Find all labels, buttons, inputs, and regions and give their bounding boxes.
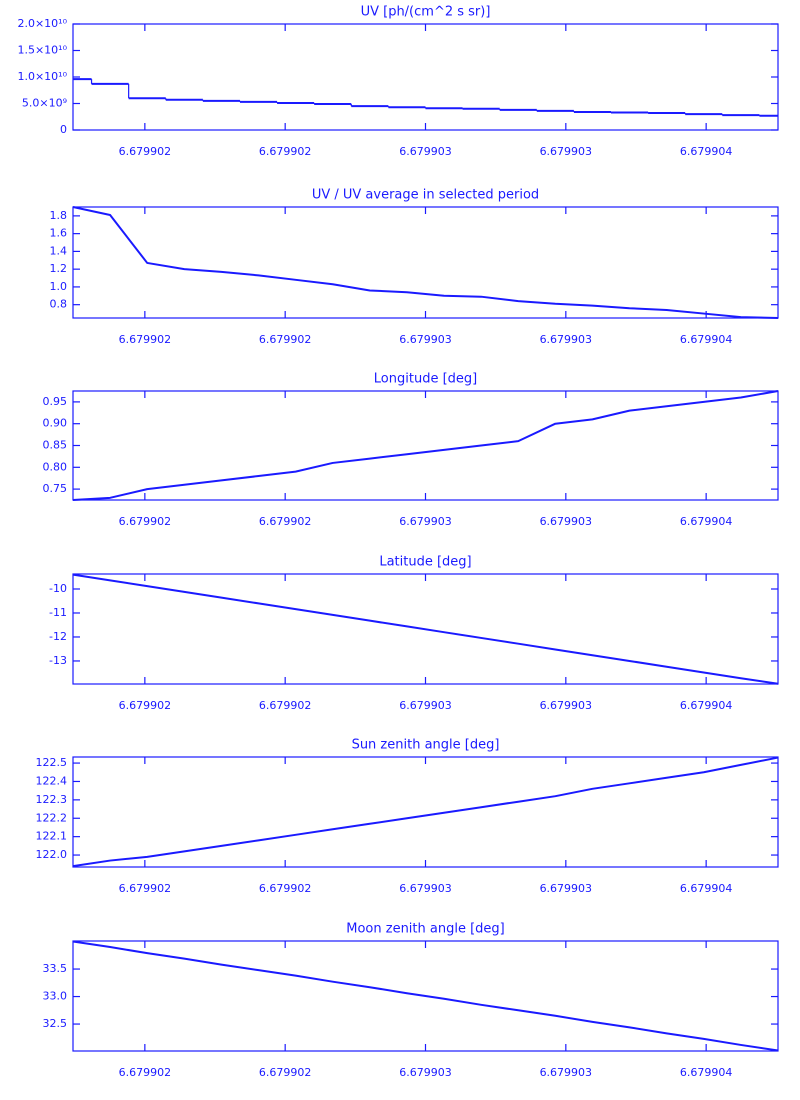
y-tick-label: 0.75 xyxy=(43,482,68,495)
y-tick-label: 33.5 xyxy=(43,962,68,975)
y-tick-label: 0.8 xyxy=(50,298,68,311)
y-tick-label: 1.2 xyxy=(50,262,68,275)
y-tick-label: 2.0×10¹⁰ xyxy=(17,17,67,30)
x-tick-label: 6.679904 xyxy=(680,882,733,895)
x-tick-label: 6.679903 xyxy=(399,145,452,158)
data-line xyxy=(72,940,779,1052)
x-tick-label: 6.679903 xyxy=(399,882,452,895)
x-tick-label: 6.679902 xyxy=(119,145,172,158)
y-tick-label: 1.4 xyxy=(50,244,68,257)
x-tick-label: 6.679903 xyxy=(540,882,593,895)
y-tick-label: 122.2 xyxy=(36,811,68,824)
x-tick-label: 6.679902 xyxy=(259,333,312,346)
y-tick-label: -13 xyxy=(49,654,67,667)
x-tick-label: 6.679903 xyxy=(399,515,452,528)
y-tick-label: 5.0×10⁹ xyxy=(22,97,67,110)
y-tick-label: 1.5×10¹⁰ xyxy=(17,44,67,57)
y-tick-label: 122.1 xyxy=(36,830,68,843)
x-tick-label: 6.679904 xyxy=(680,1066,733,1079)
chart-title: UV [ph/(cm^2 s sr)] xyxy=(361,5,491,20)
data-line xyxy=(72,390,779,501)
y-tick-label: 0.85 xyxy=(43,439,68,452)
chart-title: Sun zenith angle [deg] xyxy=(352,738,500,753)
x-tick-label: 6.679903 xyxy=(540,515,593,528)
x-tick-label: 6.679902 xyxy=(259,699,312,712)
x-tick-label: 6.679904 xyxy=(680,699,733,712)
x-tick-label: 6.679902 xyxy=(259,1066,312,1079)
x-tick-label: 6.679902 xyxy=(119,1066,172,1079)
x-tick-label: 6.679904 xyxy=(680,515,733,528)
y-tick-label: -10 xyxy=(49,582,67,595)
y-tick-label: 1.0×10¹⁰ xyxy=(17,70,67,83)
y-tick-label: 0 xyxy=(60,123,67,136)
x-tick-label: 6.679903 xyxy=(540,699,593,712)
y-tick-label: 0.80 xyxy=(43,460,68,473)
x-tick-label: 6.679902 xyxy=(259,882,312,895)
x-tick-label: 6.679903 xyxy=(540,333,593,346)
y-tick-label: 1.6 xyxy=(50,227,68,240)
data-line xyxy=(72,573,779,685)
y-tick-label: 1.0 xyxy=(50,280,68,293)
y-tick-label: 0.95 xyxy=(43,395,68,408)
y-tick-label: 0.90 xyxy=(43,417,68,430)
x-tick-label: 6.679903 xyxy=(399,1066,452,1079)
x-tick-label: 6.679902 xyxy=(259,145,312,158)
chart-title: Longitude [deg] xyxy=(374,372,477,387)
chart-title: UV / UV average in selected period xyxy=(312,188,539,203)
plot-frame xyxy=(72,23,779,131)
plot-frame xyxy=(72,756,779,868)
y-tick-label: 1.8 xyxy=(50,209,68,222)
chart-title: Latitude [deg] xyxy=(379,555,471,570)
y-tick-label: 122.4 xyxy=(36,774,68,787)
plot-frame xyxy=(72,390,779,501)
x-tick-label: 6.679902 xyxy=(119,333,172,346)
x-tick-label: 6.679902 xyxy=(119,882,172,895)
y-tick-label: -11 xyxy=(49,606,67,619)
chart-title: Moon zenith angle [deg] xyxy=(346,922,504,937)
plot-frame xyxy=(72,206,779,319)
y-tick-label: 122.3 xyxy=(36,793,68,806)
y-tick-label: 33.0 xyxy=(43,990,68,1003)
x-tick-label: 6.679903 xyxy=(399,699,452,712)
x-tick-label: 6.679903 xyxy=(540,1066,593,1079)
data-line xyxy=(72,756,779,868)
x-tick-label: 6.679904 xyxy=(680,145,733,158)
y-tick-label: -12 xyxy=(49,630,67,643)
x-tick-label: 6.679902 xyxy=(119,515,172,528)
data-line xyxy=(72,206,779,319)
x-tick-label: 6.679902 xyxy=(259,515,312,528)
x-tick-label: 6.679903 xyxy=(540,145,593,158)
y-tick-label: 122.0 xyxy=(36,848,68,861)
y-tick-label: 32.5 xyxy=(43,1017,68,1030)
y-tick-label: 122.5 xyxy=(36,756,68,769)
x-tick-label: 6.679903 xyxy=(399,333,452,346)
x-tick-label: 6.679902 xyxy=(119,699,172,712)
x-tick-label: 6.679904 xyxy=(680,333,733,346)
